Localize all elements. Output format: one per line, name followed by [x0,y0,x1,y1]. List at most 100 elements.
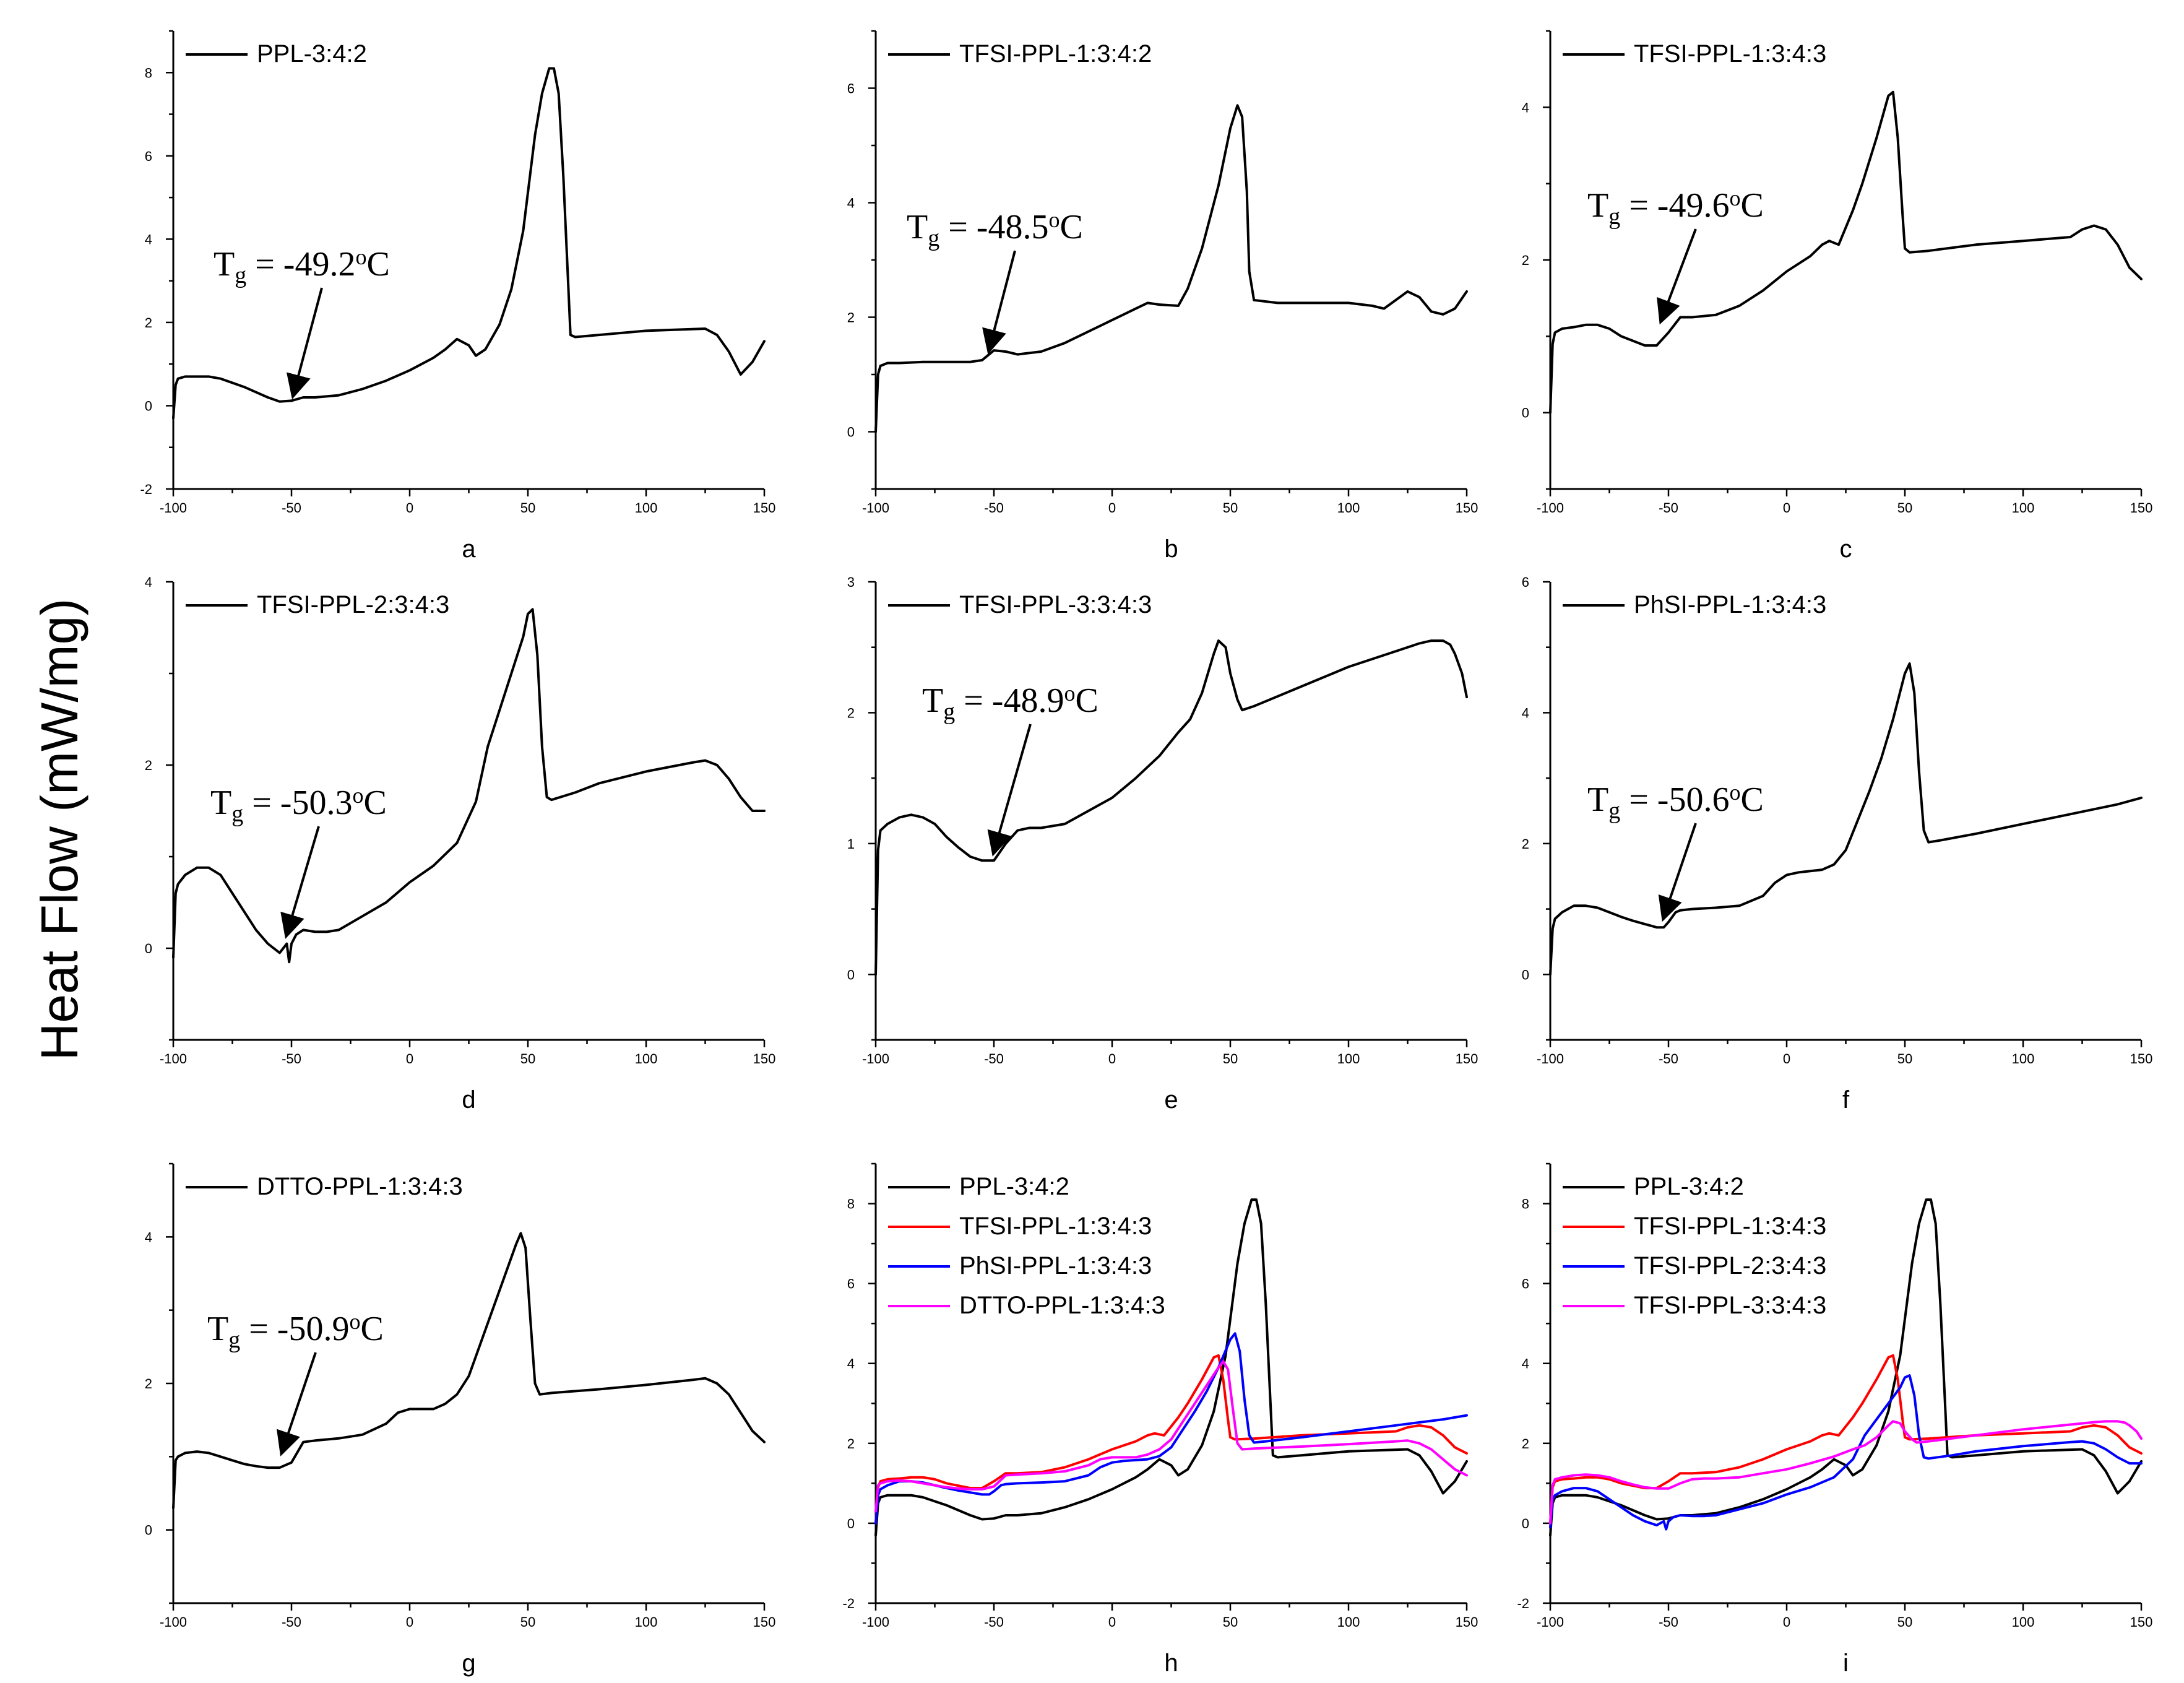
y-tick-label: 2 [145,315,152,331]
x-tick-label: 100 [1337,1614,1360,1630]
y-tick-label: 0 [847,1516,855,1531]
x-tick-label: -50 [1659,1614,1678,1630]
series-line-tfsi-ppl-2-3-4-3 [172,608,766,964]
series-line-ppl-3-4-2 [172,67,766,420]
y-axis-label: Heat Flow (mW/mg) [30,599,88,1061]
tg-sub: g [1608,798,1620,824]
x-tick-label: 0 [1783,500,1790,516]
tg-sub: g [943,699,955,725]
y-tick-label: 0 [1522,967,1529,982]
x-tick-label: -50 [984,1051,1004,1066]
tg-unit: C [366,245,389,283]
x-tick-label: 0 [1108,1614,1116,1630]
tg-arrow [286,287,323,400]
y-tick-label: 0 [847,967,855,982]
tg-sub: g [928,225,939,251]
y-tick-label: 4 [145,574,152,590]
tg-sub: g [1608,204,1620,230]
series-line-tfsi-ppl-1-3-4-3 [1549,90,2143,414]
x-tick-label: -100 [160,1051,187,1066]
tg-value: = -50.3 [243,784,352,822]
panel-a: -100 -50 0 50 100 150 -2 0 2 4 6 8 PPL-3:4:2 a Tg = -4… [140,30,775,563]
y-tick-label: 4 [847,1356,855,1372]
panel-letter: a [462,535,476,563]
tg-arrow [982,250,1016,355]
x-tick-label: 0 [1783,1614,1790,1630]
panel-b: -100 -50 0 50 100 150 0 2 4 6 TFSI-PPL-1:3:4:2 b Tg … [847,30,1478,563]
x-tick-label: 150 [2130,1051,2153,1066]
legend-label: DTTO-PPL-1:3:4:3 [257,1173,463,1200]
x-tick-label: 150 [2130,1614,2153,1630]
panel-letter: h [1164,1650,1178,1677]
x-tick-label: -100 [862,1614,889,1630]
x-tick-label: 50 [520,500,535,516]
x-tick-label: 100 [2012,500,2035,516]
panel-i: -100 -50 0 50 100 150 -2 0 2 4 6 8 PPL-3:4:2 TFSI-PPL… [1517,1162,2153,1677]
series-line-tfsi-ppl-1-3-4-3 [874,1354,1468,1525]
x-tick-label: 0 [1108,1051,1116,1066]
tg-sup: o [1729,186,1740,210]
x-tick-label: 100 [2012,1614,2035,1630]
tg-sup: o [355,244,366,269]
series-line-phsi-ppl-1-3-4-3 [1549,662,2143,976]
tg-annotation: Tg = -48.9oC [922,681,1098,725]
tg-annotation: Tg = -50.6oC [1587,780,1764,824]
x-tick-label: -100 [862,1051,889,1066]
tg-arrow [280,826,320,939]
tg-value: = -48.9 [955,681,1064,720]
x-tick-label: 100 [2012,1051,2035,1066]
x-tick-label: 0 [406,1051,413,1066]
x-tick-label: 100 [1337,1051,1360,1066]
tg-annotation: Tg = -50.3oC [210,783,387,827]
tg-label: T [207,1310,228,1348]
x-tick-label: 50 [1223,1051,1238,1066]
y-tick-label: 4 [145,1229,152,1245]
x-tick-label: -100 [160,500,187,516]
y-tick-label: 4 [1522,705,1529,720]
tg-value: = -49.2 [246,245,355,283]
y-tick-label: 0 [145,1523,152,1538]
y-tick-label: 2 [145,1376,152,1391]
y-tick-label: 6 [847,1276,855,1292]
legend-label: TFSI-PPL-1:3:4:3 [1634,40,1826,67]
series-line-ppl-3-4-2 [1549,1198,2143,1537]
series-line-ppl-3-4-2 [874,1198,1468,1537]
y-tick-label: 6 [1522,574,1529,590]
legend-label: TFSI-PPL-1:3:4:3 [1634,1213,1826,1240]
x-tick-label: -50 [984,500,1004,516]
y-tick-label: 8 [145,65,152,80]
series-line-tfsi-ppl-2-3-4-3 [1549,1374,2143,1531]
tg-arrow [1658,823,1697,922]
panel-letter: f [1842,1086,1850,1114]
y-tick-label: 2 [1522,836,1529,852]
tg-sup: o [352,783,363,808]
x-tick-label: 150 [2130,500,2153,516]
legend-label: TFSI-PPL-3:3:4:3 [959,591,1152,618]
panel-letter: i [1843,1650,1849,1677]
x-tick-label: 50 [1897,1614,1912,1630]
x-tick-label: 0 [1108,500,1116,516]
panel-d: -100 -50 0 50 100 150 0 2 4 TFSI-PPL-2:3:4:3 d Tg =… [145,574,776,1114]
series-line-tfsi-ppl-1-3-4-2 [874,104,1468,433]
x-tick-label: 100 [1337,500,1360,516]
tg-sub: g [235,262,246,288]
tg-unit: C [1740,781,1763,819]
x-tick-label: 0 [406,500,413,516]
panel-e: -100 -50 0 50 100 150 0 1 2 3 TFSI-PPL-3:3:4:3 e Tg … [847,574,1478,1114]
tg-sup: o [1064,681,1075,706]
legend-label: PPL-3:4:2 [1634,1173,1744,1200]
tg-label: T [1587,781,1608,819]
y-tick-label: 4 [847,196,855,211]
tg-unit: C [1060,208,1082,246]
x-tick-label: -100 [1537,1614,1564,1630]
legend-label: PPL-3:4:2 [257,40,367,67]
x-tick-label: -50 [1659,1051,1678,1066]
legend-label: TFSI-PPL-3:3:4:3 [1634,1292,1826,1319]
y-tick-label: 8 [847,1196,855,1212]
tg-unit: C [363,784,386,822]
tg-unit: C [1075,681,1098,720]
x-tick-label: -50 [1659,500,1678,516]
y-tick-label: 3 [847,574,855,590]
panel-letter: d [462,1086,475,1114]
